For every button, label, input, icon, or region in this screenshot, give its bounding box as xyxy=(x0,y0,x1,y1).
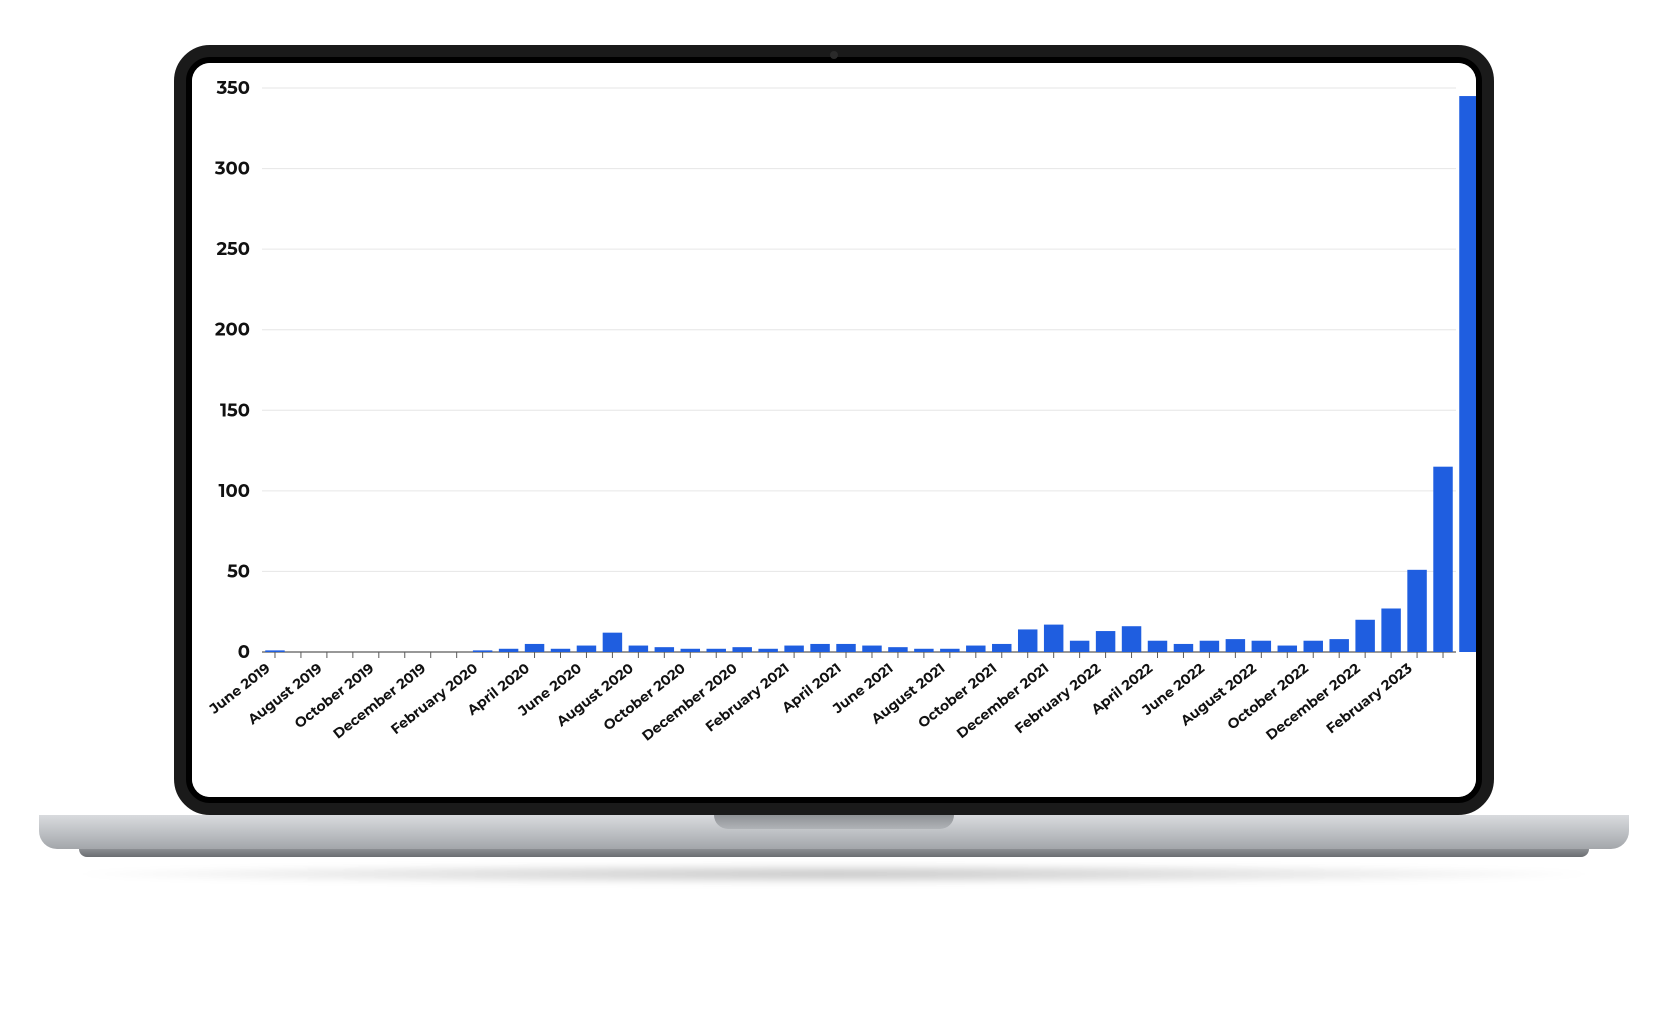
laptop-frame: 050100150200250300350June 2019August 201… xyxy=(174,45,1494,885)
y-tick-label: 250 xyxy=(216,238,250,260)
laptop-foot xyxy=(79,849,1589,857)
laptop-deck xyxy=(39,815,1629,849)
bar xyxy=(1174,644,1193,652)
bar xyxy=(1278,646,1297,652)
bar xyxy=(1122,626,1141,652)
laptop-shadow xyxy=(59,863,1609,885)
bar xyxy=(1459,96,1476,652)
bar xyxy=(1304,641,1323,652)
bar xyxy=(732,647,751,652)
bar xyxy=(603,633,622,652)
y-tick-label: 0 xyxy=(238,641,250,663)
laptop-base xyxy=(39,815,1629,885)
bar xyxy=(1044,625,1063,652)
bar xyxy=(525,644,544,652)
bar xyxy=(1096,631,1115,652)
bar xyxy=(1018,629,1037,652)
bar xyxy=(1252,641,1271,652)
bar xyxy=(655,647,674,652)
bar xyxy=(577,646,596,652)
bar xyxy=(862,646,881,652)
bar xyxy=(940,649,959,652)
camera-dot xyxy=(830,51,838,59)
bar xyxy=(551,649,570,652)
laptop-lid: 050100150200250300350June 2019August 201… xyxy=(174,45,1494,815)
bar xyxy=(1148,641,1167,652)
bar xyxy=(966,646,985,652)
y-tick-label: 100 xyxy=(219,480,251,502)
trackpad-notch xyxy=(714,815,954,829)
bar xyxy=(499,649,518,652)
bar xyxy=(1070,641,1089,652)
bar xyxy=(265,650,284,652)
bar xyxy=(681,649,700,652)
laptop-screen: 050100150200250300350June 2019August 201… xyxy=(192,63,1476,797)
bar xyxy=(992,644,1011,652)
bar xyxy=(1381,608,1400,652)
stage: 050100150200250300350June 2019August 201… xyxy=(0,0,1668,1017)
bar xyxy=(1433,467,1452,652)
bar xyxy=(1200,641,1219,652)
bar xyxy=(758,649,777,652)
bar xyxy=(810,644,829,652)
bar xyxy=(1407,570,1426,652)
bar xyxy=(1355,620,1374,652)
bar xyxy=(836,644,855,652)
bar xyxy=(629,646,648,652)
y-tick-label: 50 xyxy=(227,560,250,582)
y-tick-label: 300 xyxy=(214,158,250,180)
bar xyxy=(473,650,492,652)
y-tick-label: 200 xyxy=(215,319,250,341)
chart-container: 050100150200250300350June 2019August 201… xyxy=(192,63,1476,797)
bar xyxy=(1329,639,1348,652)
bar xyxy=(914,649,933,652)
y-tick-label: 350 xyxy=(216,77,250,99)
bar xyxy=(888,647,907,652)
bar-chart: 050100150200250300350June 2019August 201… xyxy=(192,63,1476,797)
y-tick-label: 150 xyxy=(220,399,250,421)
bar xyxy=(707,649,726,652)
bar xyxy=(1226,639,1245,652)
bar xyxy=(784,646,803,652)
